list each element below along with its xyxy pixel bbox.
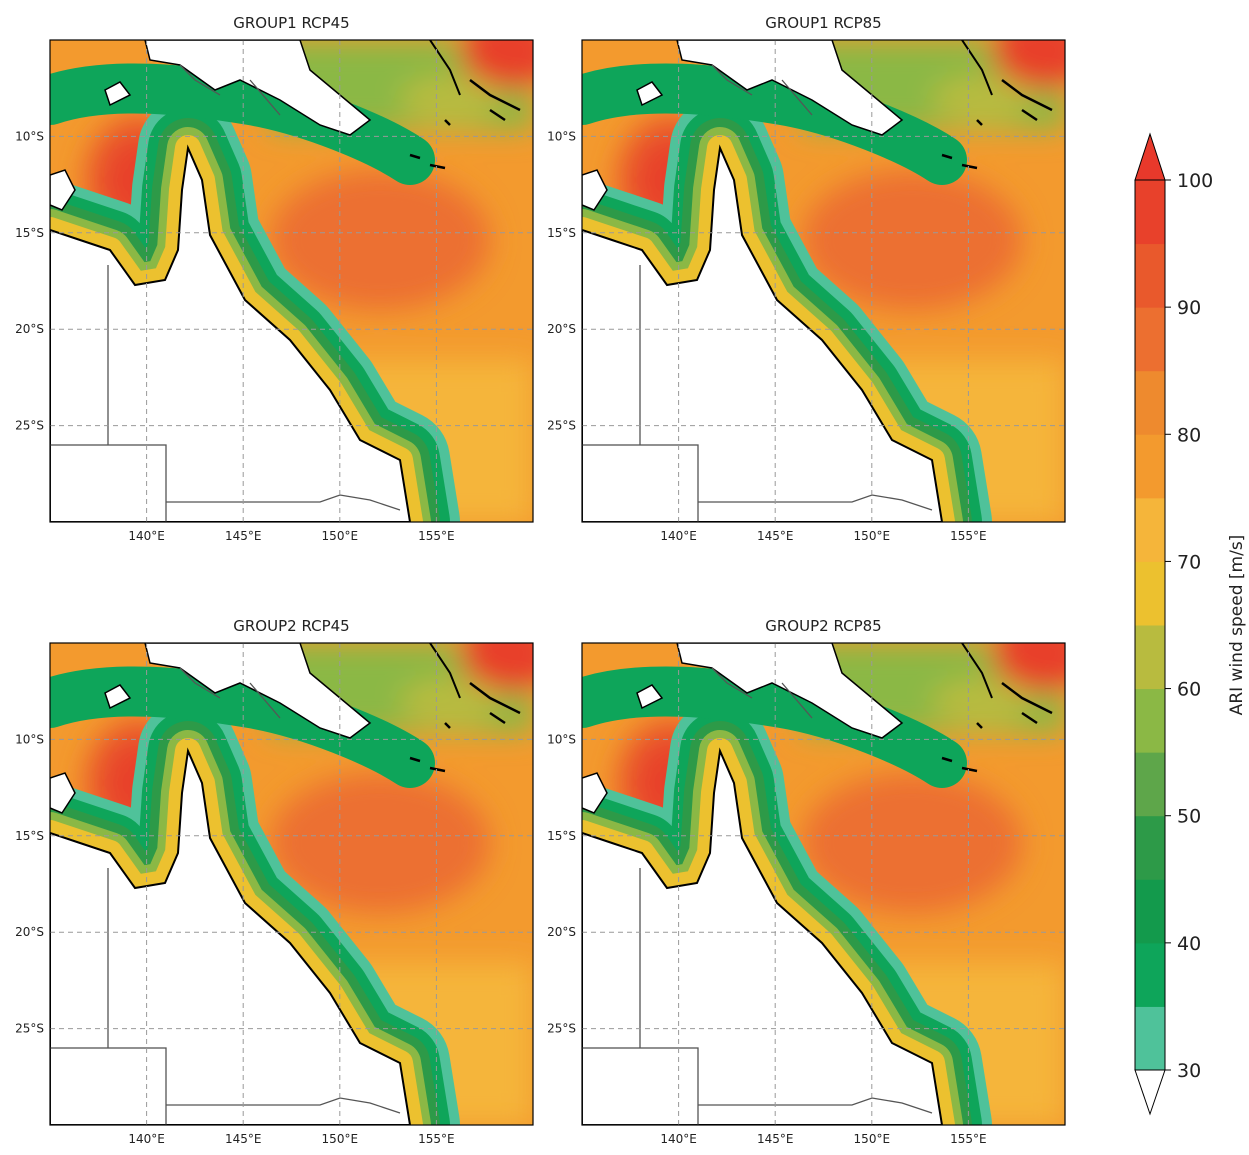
y-tick-label: 20°S xyxy=(547,925,576,939)
colorbar-bin xyxy=(1135,625,1165,690)
y-tick-label: 10°S xyxy=(547,129,576,143)
wind-field xyxy=(50,10,560,522)
wind-field xyxy=(582,10,1092,522)
map-panel: 140°E 145°E 150°E 155°E 10°S 15°S 20°S 25°S GROU… xyxy=(15,10,560,543)
x-tick-label: 150°E xyxy=(322,529,359,543)
x-tick-label: 155°E xyxy=(418,529,455,543)
map-field xyxy=(582,10,1092,522)
x-tick-label: 150°E xyxy=(854,1132,891,1146)
colorbar-bin xyxy=(1135,879,1165,944)
x-tick-label: 150°E xyxy=(322,1132,359,1146)
colorbar-bin xyxy=(1135,434,1165,499)
x-tick-label: 140°E xyxy=(660,529,697,543)
colorbar: 30 40 50 60 70 80 90 100 ARI wind speed [m/s] xyxy=(1134,132,1247,1116)
x-tick-label: 140°E xyxy=(128,1132,165,1146)
y-tick-label: 25°S xyxy=(547,419,576,433)
colorbar-tick-label: 50 xyxy=(1177,806,1201,828)
colorbar-extend-under xyxy=(1134,1069,1166,1116)
y-tick-label: 15°S xyxy=(547,226,576,240)
colorbar-bin xyxy=(1135,370,1165,435)
y-tick-label: 15°S xyxy=(15,226,44,240)
colorbar-tick-label: 60 xyxy=(1177,679,1201,701)
panel-title: GROUP1 RCP85 xyxy=(765,14,881,32)
colorbar-tick-label: 70 xyxy=(1177,551,1201,573)
map-field xyxy=(50,10,560,522)
colorbar-tick-label: 90 xyxy=(1177,297,1201,319)
panel-title: GROUP2 RCP45 xyxy=(233,617,349,635)
colorbar-bin xyxy=(1135,688,1165,753)
map-field xyxy=(50,613,560,1125)
y-tick-label: 25°S xyxy=(15,1022,44,1036)
y-tick-label: 25°S xyxy=(15,419,44,433)
x-tick-label: 145°E xyxy=(757,1132,794,1146)
y-tick-label: 10°S xyxy=(15,732,44,746)
map-panel: 140°E 145°E 150°E 155°E 10°S 15°S 20°S 25°S GROU… xyxy=(547,613,1092,1146)
panel-frame xyxy=(49,642,534,1126)
y-tick-label: 20°S xyxy=(15,322,44,336)
colorbar-bin xyxy=(1135,752,1165,817)
panel-frame xyxy=(581,39,1066,523)
colorbar-bin xyxy=(1135,942,1165,1007)
x-tick-label: 140°E xyxy=(128,529,165,543)
colorbar-bin xyxy=(1135,497,1165,562)
y-tick-label: 15°S xyxy=(547,829,576,843)
panel-frame xyxy=(581,642,1066,1126)
y-tick-label: 10°S xyxy=(15,129,44,143)
colorbar-bin xyxy=(1135,243,1165,308)
map-field xyxy=(582,613,1092,1125)
colorbar-bin xyxy=(1135,307,1165,372)
x-tick-label: 145°E xyxy=(225,529,262,543)
colorbar-tick-label: 80 xyxy=(1177,424,1201,446)
x-tick-label: 155°E xyxy=(950,1132,987,1146)
y-tick-label: 20°S xyxy=(15,925,44,939)
x-tick-label: 155°E xyxy=(950,529,987,543)
y-tick-label: 20°S xyxy=(547,322,576,336)
colorbar-frame xyxy=(1134,179,1166,1071)
x-tick-label: 145°E xyxy=(757,529,794,543)
colorbar-tick-label: 30 xyxy=(1177,1060,1201,1082)
colorbar-bin xyxy=(1135,1006,1165,1071)
x-tick-label: 145°E xyxy=(225,1132,262,1146)
colorbar-tick-label: 40 xyxy=(1177,933,1201,955)
colorbar-bin xyxy=(1135,561,1165,626)
x-tick-label: 150°E xyxy=(854,529,891,543)
colorbar-tick-label: 100 xyxy=(1177,170,1213,192)
y-tick-label: 25°S xyxy=(547,1022,576,1036)
x-tick-label: 140°E xyxy=(660,1132,697,1146)
wind-field xyxy=(50,613,560,1125)
wind-field xyxy=(582,613,1092,1125)
colorbar-extend-over xyxy=(1134,132,1166,181)
x-tick-label: 155°E xyxy=(418,1132,455,1146)
panel-title: GROUP1 RCP45 xyxy=(233,14,349,32)
map-panel: 140°E 145°E 150°E 155°E 10°S 15°S 20°S 25°S GROU… xyxy=(547,10,1092,543)
panel-frame xyxy=(49,39,534,523)
colorbar-bin xyxy=(1135,180,1165,245)
y-tick-label: 10°S xyxy=(547,732,576,746)
panel-title: GROUP2 RCP85 xyxy=(765,617,881,635)
y-tick-label: 15°S xyxy=(15,829,44,843)
map-panel: 140°E 145°E 150°E 155°E 10°S 15°S 20°S 25°S GROU… xyxy=(15,613,560,1146)
colorbar-label: ARI wind speed [m/s] xyxy=(1227,535,1247,716)
colorbar-bin xyxy=(1135,815,1165,880)
